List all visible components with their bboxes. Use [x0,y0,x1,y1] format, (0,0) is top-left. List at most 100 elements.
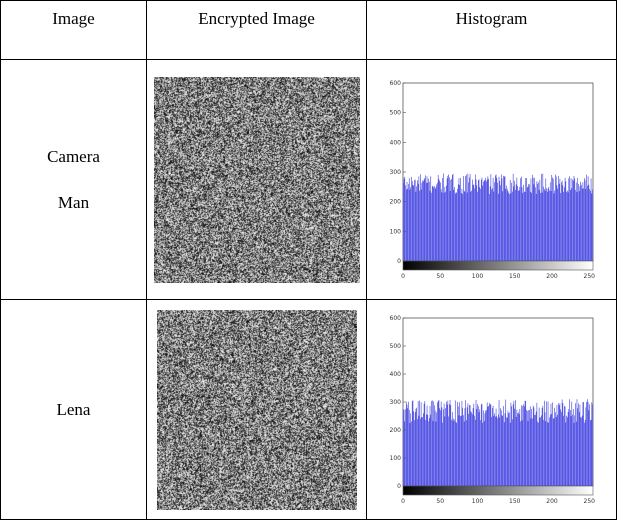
histogram-bar [586,185,588,261]
histogram-bar [529,405,531,486]
histogram-bar [559,192,561,261]
histogram-bar [491,407,493,486]
histogram-bar [458,184,460,261]
histogram-bar [432,400,434,486]
histogram-cell: 0 100 200 300 400 500 600 0 50 100 150 200 250 [366,299,617,520]
encrypted-image [153,76,360,283]
histogram-bar [581,188,582,261]
histogram-bar [507,192,509,261]
histogram-bar [589,419,591,486]
histogram-bar [487,178,489,261]
histogram-bar [461,400,462,486]
histogram-bar [527,420,528,486]
histogram-bar [573,422,574,486]
histogram-bar [451,174,453,261]
histogram-bar [441,422,443,486]
histogram-bar [456,401,458,486]
histogram-bar [548,416,550,486]
histogram-bar [409,412,411,486]
histogram-bar [456,188,458,261]
histogram-bar [467,413,469,486]
histogram-bar [546,421,548,486]
histogram-bar [438,180,440,261]
y-tick-label: 300 [389,169,401,176]
x-tick-label: 100 [471,273,483,280]
histogram-bar [446,404,447,486]
histogram-bar [489,403,490,486]
histogram-bar [438,178,439,261]
histogram-bar [555,176,556,261]
histogram-bar [548,190,550,261]
histogram-bar [505,185,507,261]
histogram-bar [492,177,493,261]
histogram-bar [504,175,505,261]
histogram-bar [515,416,516,486]
histogram-bar [582,181,583,261]
histogram-bar [550,190,551,261]
histogram-bar [555,416,556,486]
histogram-bar [428,417,430,486]
histogram-bar [576,177,578,261]
histogram-bar [441,191,442,261]
y-tick-label: 100 [389,228,401,235]
histogram-bar [496,417,498,486]
histogram-bar [464,175,466,261]
histogram-bar [530,408,532,486]
x-tick-label: 50 [436,273,444,280]
histogram-bar [504,188,506,261]
histogram-bar [421,416,422,486]
histogram-bar [478,178,479,261]
histogram-bar [450,179,451,261]
histogram-bar [412,185,414,261]
histogram-bar [483,420,484,486]
histogram-bar [502,175,504,261]
histogram-bar [589,190,591,261]
histogram-bar [481,177,482,261]
histogram-bar [443,402,444,486]
encrypted-image-cell [146,299,367,520]
y-tick-label: 500 [389,109,401,116]
histogram-bar [425,182,427,261]
histogram-bar [510,192,511,261]
histogram-bar [424,419,426,486]
histogram-bar [496,182,498,261]
histogram-bar [440,188,441,261]
histogram-bar [408,409,410,486]
histogram-bar [426,182,428,261]
histogram-bar [584,179,585,261]
y-tick-label: 200 [389,198,401,205]
histogram-bar [447,175,448,261]
histogram-bar [487,406,488,486]
histogram-bar [472,407,473,486]
grayscale-colorbar [402,260,593,270]
histogram-bar [507,190,508,261]
histogram-bar [539,416,541,486]
histogram-bar [424,400,425,486]
histogram-bar [448,403,450,486]
histogram-bar [590,177,591,261]
histogram-bar [508,411,510,486]
histogram-bar [450,404,451,486]
histogram-bar [404,408,406,486]
histogram-bar [572,408,574,486]
histogram-bar [496,177,497,261]
histogram-bar [558,183,559,261]
histogram-bar [480,179,482,261]
histogram-bar [576,407,578,486]
histogram-bar [503,176,505,261]
histogram-bar [554,174,556,261]
histogram-bar [482,181,484,261]
histogram-bar [471,179,473,261]
histogram-bar [568,177,569,261]
histogram-bar [432,186,434,261]
histogram-bar [495,408,496,486]
header-encrypted-image: Encrypted Image [146,0,367,60]
histogram-bar [579,181,581,261]
histogram-bar [452,417,454,486]
histogram-bar [504,412,505,486]
histogram-bar [432,420,433,486]
histogram-bar [545,420,546,486]
histogram-bar [436,182,438,261]
histogram-bar [585,174,587,261]
histogram-bar [560,181,562,261]
